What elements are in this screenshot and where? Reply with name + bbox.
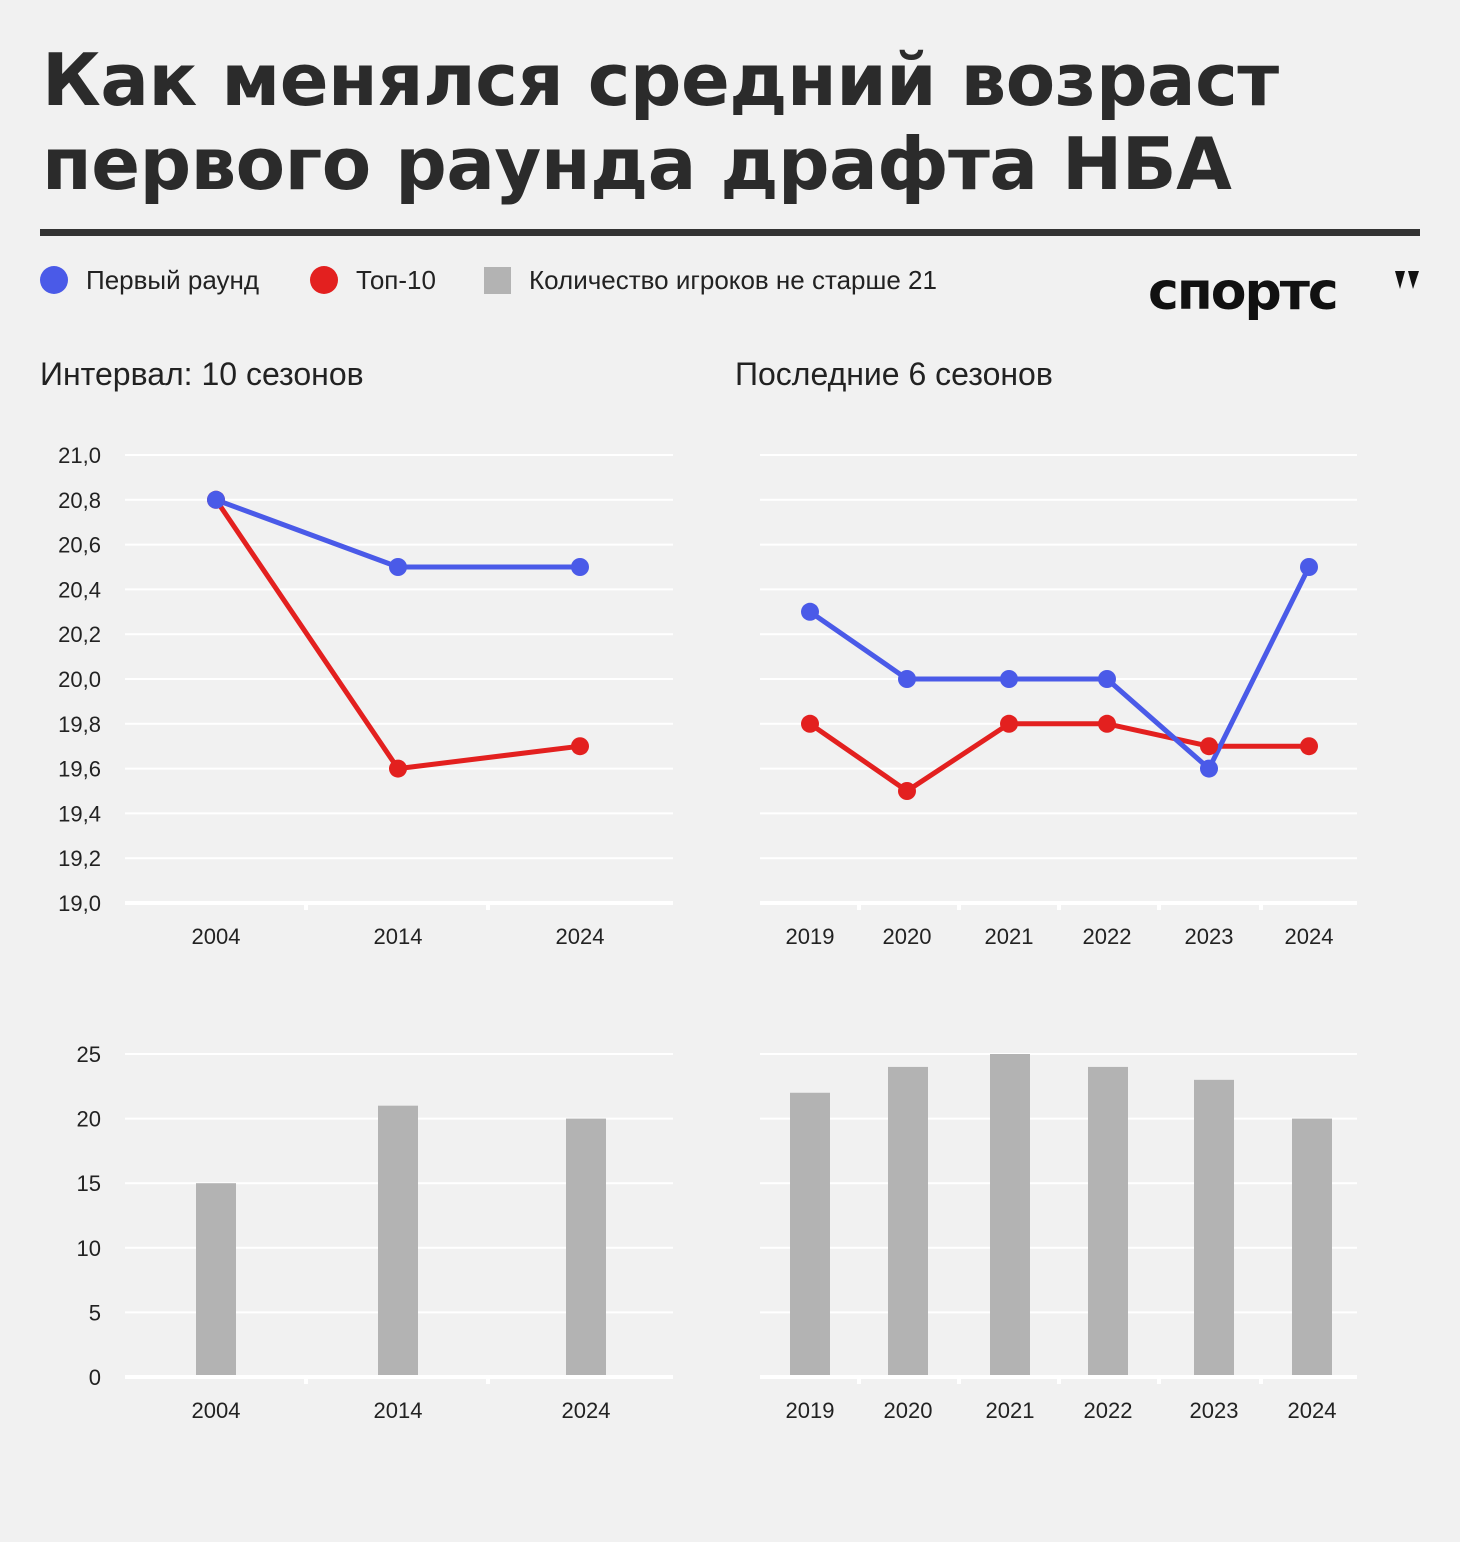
y-tick-label: 20,6 bbox=[58, 533, 101, 558]
y-tick-label: 19,8 bbox=[58, 712, 101, 737]
point-first-round bbox=[898, 670, 916, 688]
line-top-10 bbox=[807, 721, 1312, 794]
point-first-round bbox=[207, 490, 225, 509]
bar-young-players bbox=[196, 1183, 236, 1375]
y-tick-label: 20,2 bbox=[58, 622, 101, 647]
x-tick-label: 2014 bbox=[374, 1398, 423, 1423]
legend-swatch-young-players bbox=[484, 266, 511, 294]
x-tick-label: 2023 bbox=[1185, 924, 1234, 949]
legend-swatch-top-10 bbox=[310, 266, 338, 294]
bar-young-players bbox=[990, 1054, 1030, 1375]
point-top-10 bbox=[389, 759, 407, 778]
x-tick-label: 2021 bbox=[985, 924, 1034, 949]
x-tick-label: 2022 bbox=[1084, 1398, 1133, 1423]
bar-young-players bbox=[566, 1118, 606, 1375]
y-tick-label: 25 bbox=[77, 1042, 101, 1067]
bar-young-players bbox=[1292, 1118, 1332, 1375]
subtitle-recent: Последние 6 сезонов bbox=[735, 356, 1053, 392]
bar-young-players bbox=[790, 1092, 830, 1375]
y-tick-label: 20,0 bbox=[58, 667, 101, 692]
bar-young-players bbox=[888, 1066, 928, 1375]
x-tick-label: 2024 bbox=[556, 924, 605, 949]
y-tick-label: 15 bbox=[77, 1171, 101, 1196]
y-tick-label: 19,4 bbox=[58, 801, 101, 826]
bar-young-players bbox=[378, 1105, 418, 1375]
point-first-round bbox=[1300, 558, 1318, 576]
x-tick-label: 2004 bbox=[192, 1398, 241, 1423]
y-tick-label: 20,4 bbox=[58, 577, 101, 602]
line-first-round bbox=[213, 497, 583, 570]
x-tick-label: 2022 bbox=[1083, 924, 1132, 949]
point-top-10 bbox=[801, 714, 819, 733]
page-title: Как менялся средний возраст первого раун… bbox=[42, 38, 1279, 206]
title-divider bbox=[40, 229, 1420, 236]
x-tick-label: 2024 bbox=[1288, 1398, 1337, 1423]
brand-logo: спортс bbox=[1148, 262, 1339, 322]
point-first-round bbox=[801, 602, 819, 621]
point-top-10 bbox=[571, 737, 589, 756]
y-tick-label: 19,0 bbox=[58, 891, 101, 916]
point-first-round bbox=[571, 558, 589, 576]
legend-swatch-first-round bbox=[40, 266, 68, 294]
x-tick-label: 2020 bbox=[883, 924, 932, 949]
point-first-round bbox=[1000, 670, 1018, 688]
legend-item-first-round: Первый раунд bbox=[40, 262, 259, 298]
legend-item-young-players: Количество игроков не старше 21 bbox=[484, 262, 937, 298]
legend-label-top-10: Топ-10 bbox=[356, 264, 436, 295]
x-tick-label: 2004 bbox=[192, 924, 241, 949]
x-tick-label: 2020 bbox=[884, 1398, 933, 1423]
legend-label-young-players: Количество игроков не старше 21 bbox=[529, 264, 937, 295]
point-top-10 bbox=[1098, 714, 1116, 733]
x-tick-label: 2024 bbox=[562, 1398, 611, 1423]
bar-young-players bbox=[1194, 1079, 1234, 1375]
subtitle-interval: Интервал: 10 сезонов bbox=[40, 356, 364, 392]
point-top-10 bbox=[1300, 737, 1318, 756]
point-first-round bbox=[1200, 759, 1218, 778]
point-top-10 bbox=[1200, 737, 1218, 756]
y-tick-label: 20,8 bbox=[58, 488, 101, 513]
y-tick-label: 0 bbox=[89, 1365, 101, 1390]
x-tick-label: 2024 bbox=[1285, 924, 1334, 949]
point-first-round bbox=[389, 558, 407, 576]
y-tick-label: 21,0 bbox=[58, 443, 101, 468]
legend-item-top-10: Топ-10 bbox=[310, 262, 436, 298]
y-tick-label: 10 bbox=[77, 1236, 101, 1261]
bar-young-players bbox=[1088, 1066, 1128, 1375]
line-first-round bbox=[807, 564, 1312, 772]
y-tick-label: 20 bbox=[77, 1107, 101, 1132]
y-tick-label: 19,6 bbox=[58, 757, 101, 782]
point-first-round bbox=[1098, 670, 1116, 688]
y-tick-label: 5 bbox=[89, 1300, 101, 1325]
legend-label-first-round: Первый раунд bbox=[86, 264, 260, 295]
x-tick-label: 2014 bbox=[374, 924, 423, 949]
y-tick-label: 19,2 bbox=[58, 846, 101, 871]
x-tick-label: 2019 bbox=[786, 924, 835, 949]
x-tick-label: 2023 bbox=[1190, 1398, 1239, 1423]
point-top-10 bbox=[1000, 714, 1018, 733]
logo-quote-icon bbox=[1395, 271, 1419, 289]
x-tick-label: 2019 bbox=[786, 1398, 835, 1423]
point-top-10 bbox=[898, 782, 916, 800]
x-tick-label: 2021 bbox=[986, 1398, 1035, 1423]
